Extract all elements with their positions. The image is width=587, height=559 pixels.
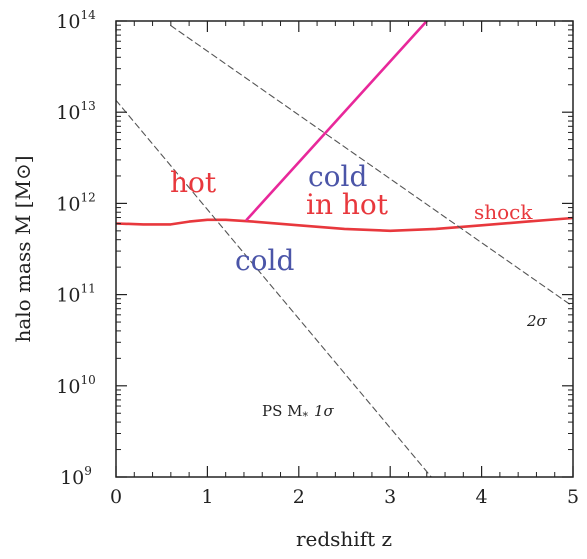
x-tick-label: 1 [201,486,213,508]
series-line-shock [116,216,573,233]
x-tick-label: 2 [293,486,305,508]
y-tick-label: 1010 [56,373,95,398]
series-line-ps-2sigma [170,25,573,308]
series-line-cold-in-hot [245,21,429,222]
region-cold-in-hot-cold-label: cold [308,160,367,193]
y-tick-label: 1012 [56,190,95,215]
series-layer [116,21,573,477]
y-axis-label: halo mass M [M⊙] [11,155,35,342]
y-tick-label: 1014 [56,8,96,33]
series-line-ps-1sigma [116,99,432,477]
x-tick-label: 3 [384,486,396,508]
x-tick-label: 4 [476,486,488,508]
region-cold-in-hot-label: in hot [306,188,389,221]
x-tick-label: 0 [110,486,122,508]
ps-one-sigma-label: PS M* 1σ [262,402,335,423]
ps-label: PS M [262,402,303,420]
shock-label: shock [474,200,533,224]
y-tick-label: 1011 [56,282,95,307]
y-tick-label: 109 [60,464,92,489]
region-hot-label: hot [170,166,217,199]
x-axis-label: redshift z [296,527,392,551]
two-sigma-label: 2σ [526,312,548,330]
plot-frame [115,20,574,478]
ps-sigma: 1σ [314,402,335,420]
x-tick-label: 5 [567,486,579,508]
ps-sub: * [303,410,309,423]
y-tick-label: 1013 [56,99,95,124]
region-cold-label: cold [235,244,294,277]
tick-layer: 0 1 2 3 4 5 109 1010 1011 1012 1013 1014 [56,8,579,508]
